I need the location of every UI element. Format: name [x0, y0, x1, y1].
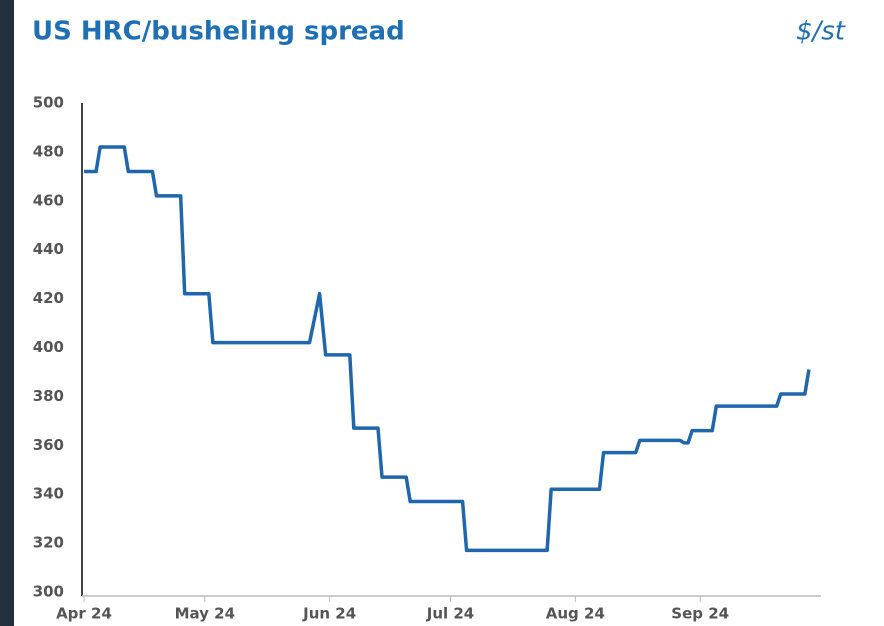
- y-tick-label: 340: [33, 485, 64, 503]
- y-tick-label: 440: [33, 240, 64, 258]
- x-tick-label: Sep 24: [671, 605, 729, 623]
- y-tick-label: 480: [33, 142, 64, 160]
- page: {"chart_data": {"type": "line", "title":…: [0, 0, 884, 626]
- chart-title: US HRC/busheling spread: [32, 17, 405, 47]
- chart: US HRC/busheling spread $/st 300 320 340 36…: [0, 0, 884, 626]
- y-tick-label: 460: [33, 191, 64, 209]
- x-tick-label: Apr 24: [56, 605, 112, 623]
- panel: [14, 0, 884, 626]
- x-tick-label: Jun 24: [302, 605, 356, 623]
- x-tick-label: Jul 24: [426, 605, 475, 623]
- unit-label: $/st: [796, 17, 846, 47]
- y-tick-label: 320: [33, 534, 64, 552]
- y-tick-label: 380: [33, 387, 64, 405]
- y-tick-label: 420: [33, 289, 64, 307]
- y-tick-label: 300: [33, 583, 64, 601]
- x-tick-label: Aug 24: [546, 605, 605, 623]
- x-tick-label: May 24: [175, 605, 235, 623]
- y-tick-label: 360: [33, 436, 64, 454]
- y-tick-label: 400: [33, 338, 64, 356]
- y-tick-label: 500: [33, 94, 64, 112]
